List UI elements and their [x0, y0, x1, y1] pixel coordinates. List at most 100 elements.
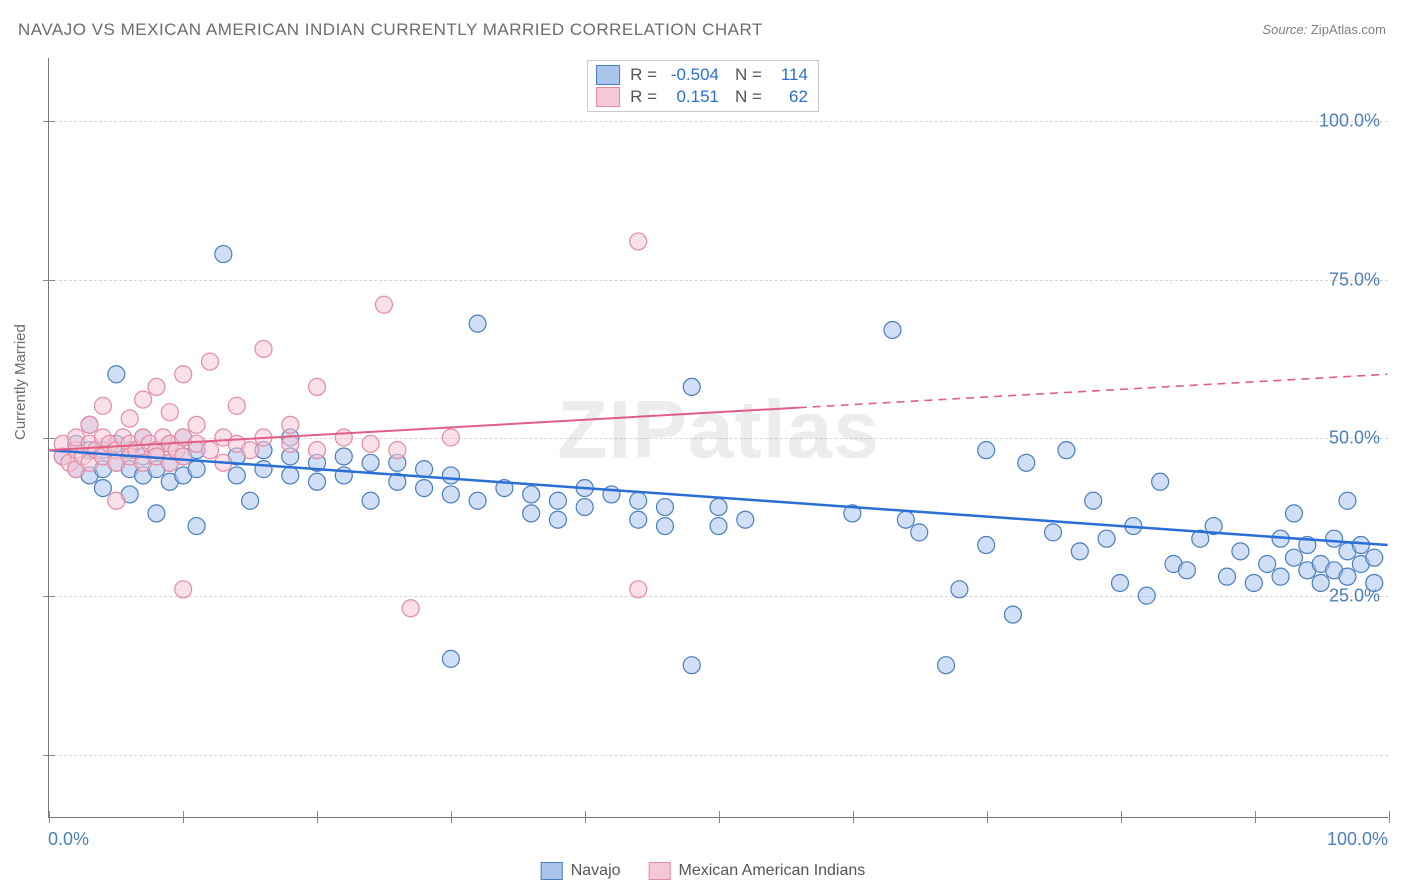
scatter-point: [188, 518, 205, 535]
n-label: N =: [735, 87, 762, 107]
scatter-point: [81, 416, 98, 433]
trend-line-extrapolated: [799, 374, 1388, 407]
x-axis-label-max: 100.0%: [1327, 829, 1388, 850]
scatter-point: [335, 429, 352, 446]
scatter-point: [523, 486, 540, 503]
scatter-point: [710, 518, 727, 535]
scatter-point: [884, 321, 901, 338]
scatter-point: [630, 233, 647, 250]
chart-title: NAVAJO VS MEXICAN AMERICAN INDIAN CURREN…: [18, 20, 763, 40]
y-axis-title: Currently Married: [12, 324, 29, 440]
scatter-point: [255, 461, 272, 478]
scatter-point: [683, 378, 700, 395]
scatter-svg: [49, 58, 1388, 817]
scatter-point: [108, 492, 125, 509]
scatter-point: [1339, 492, 1356, 509]
scatter-point: [1152, 473, 1169, 490]
scatter-point: [442, 650, 459, 667]
legend-swatch: [596, 65, 620, 85]
scatter-point: [1138, 587, 1155, 604]
scatter-point: [94, 397, 111, 414]
scatter-point: [416, 480, 433, 497]
scatter-point: [1352, 537, 1369, 554]
scatter-point: [108, 366, 125, 383]
legend-item: Navajo: [541, 862, 621, 880]
scatter-point: [242, 442, 259, 459]
scatter-point: [1232, 543, 1249, 560]
scatter-point: [228, 467, 245, 484]
r-value: 0.151: [667, 87, 719, 107]
scatter-point: [1259, 556, 1276, 573]
n-value: 62: [772, 87, 808, 107]
scatter-point: [1098, 530, 1115, 547]
scatter-point: [148, 505, 165, 522]
scatter-point: [1085, 492, 1102, 509]
scatter-point: [1178, 562, 1195, 579]
scatter-point: [1366, 574, 1383, 591]
scatter-point: [1071, 543, 1088, 560]
scatter-point: [469, 315, 486, 332]
scatter-point: [951, 581, 968, 598]
scatter-point: [683, 657, 700, 674]
scatter-point: [1285, 549, 1302, 566]
scatter-point: [1245, 574, 1262, 591]
scatter-point: [362, 454, 379, 471]
legend-label: Navajo: [571, 862, 621, 880]
correlation-legend-row: R = 0.151 N = 62: [596, 86, 808, 108]
scatter-point: [282, 435, 299, 452]
scatter-point: [282, 416, 299, 433]
source-attribution: Source: ZipAtlas.com: [1262, 22, 1386, 37]
legend-label: Mexican American Indians: [679, 862, 866, 880]
scatter-point: [94, 480, 111, 497]
scatter-point: [630, 581, 647, 598]
r-value: -0.504: [667, 65, 719, 85]
scatter-point: [897, 511, 914, 528]
scatter-point: [175, 448, 192, 465]
scatter-point: [1366, 549, 1383, 566]
legend-item: Mexican American Indians: [649, 862, 866, 880]
scatter-point: [309, 378, 326, 395]
scatter-point: [549, 511, 566, 528]
scatter-point: [335, 448, 352, 465]
scatter-point: [630, 492, 647, 509]
scatter-point: [121, 410, 138, 427]
scatter-point: [389, 442, 406, 459]
scatter-point: [201, 353, 218, 370]
scatter-point: [1058, 442, 1075, 459]
scatter-point: [442, 467, 459, 484]
scatter-point: [188, 461, 205, 478]
plot-area: 25.0%50.0%75.0%100.0% ZIPatlas: [48, 58, 1388, 818]
correlation-legend: R =-0.504N =114R =0.151N =62: [587, 60, 819, 112]
scatter-point: [362, 492, 379, 509]
scatter-point: [656, 518, 673, 535]
r-label: R =: [630, 65, 657, 85]
scatter-point: [710, 499, 727, 516]
scatter-point: [242, 492, 259, 509]
source-value: ZipAtlas.com: [1311, 22, 1386, 37]
r-label: R =: [630, 87, 657, 107]
scatter-point: [282, 467, 299, 484]
scatter-point: [1326, 530, 1343, 547]
scatter-point: [1111, 574, 1128, 591]
scatter-point: [1312, 574, 1329, 591]
scatter-point: [1004, 606, 1021, 623]
scatter-point: [402, 600, 419, 617]
scatter-point: [215, 246, 232, 263]
scatter-point: [442, 486, 459, 503]
scatter-point: [442, 429, 459, 446]
scatter-point: [309, 442, 326, 459]
scatter-point: [1045, 524, 1062, 541]
scatter-point: [135, 391, 152, 408]
legend-swatch: [649, 862, 671, 880]
scatter-point: [188, 416, 205, 433]
x-axis-label-min: 0.0%: [48, 829, 89, 850]
n-label: N =: [735, 65, 762, 85]
scatter-point: [978, 537, 995, 554]
series-legend: Navajo Mexican American Indians: [541, 862, 866, 880]
scatter-point: [201, 442, 218, 459]
scatter-point: [161, 404, 178, 421]
scatter-point: [978, 442, 995, 459]
scatter-point: [228, 397, 245, 414]
scatter-point: [175, 581, 192, 598]
scatter-point: [576, 499, 593, 516]
